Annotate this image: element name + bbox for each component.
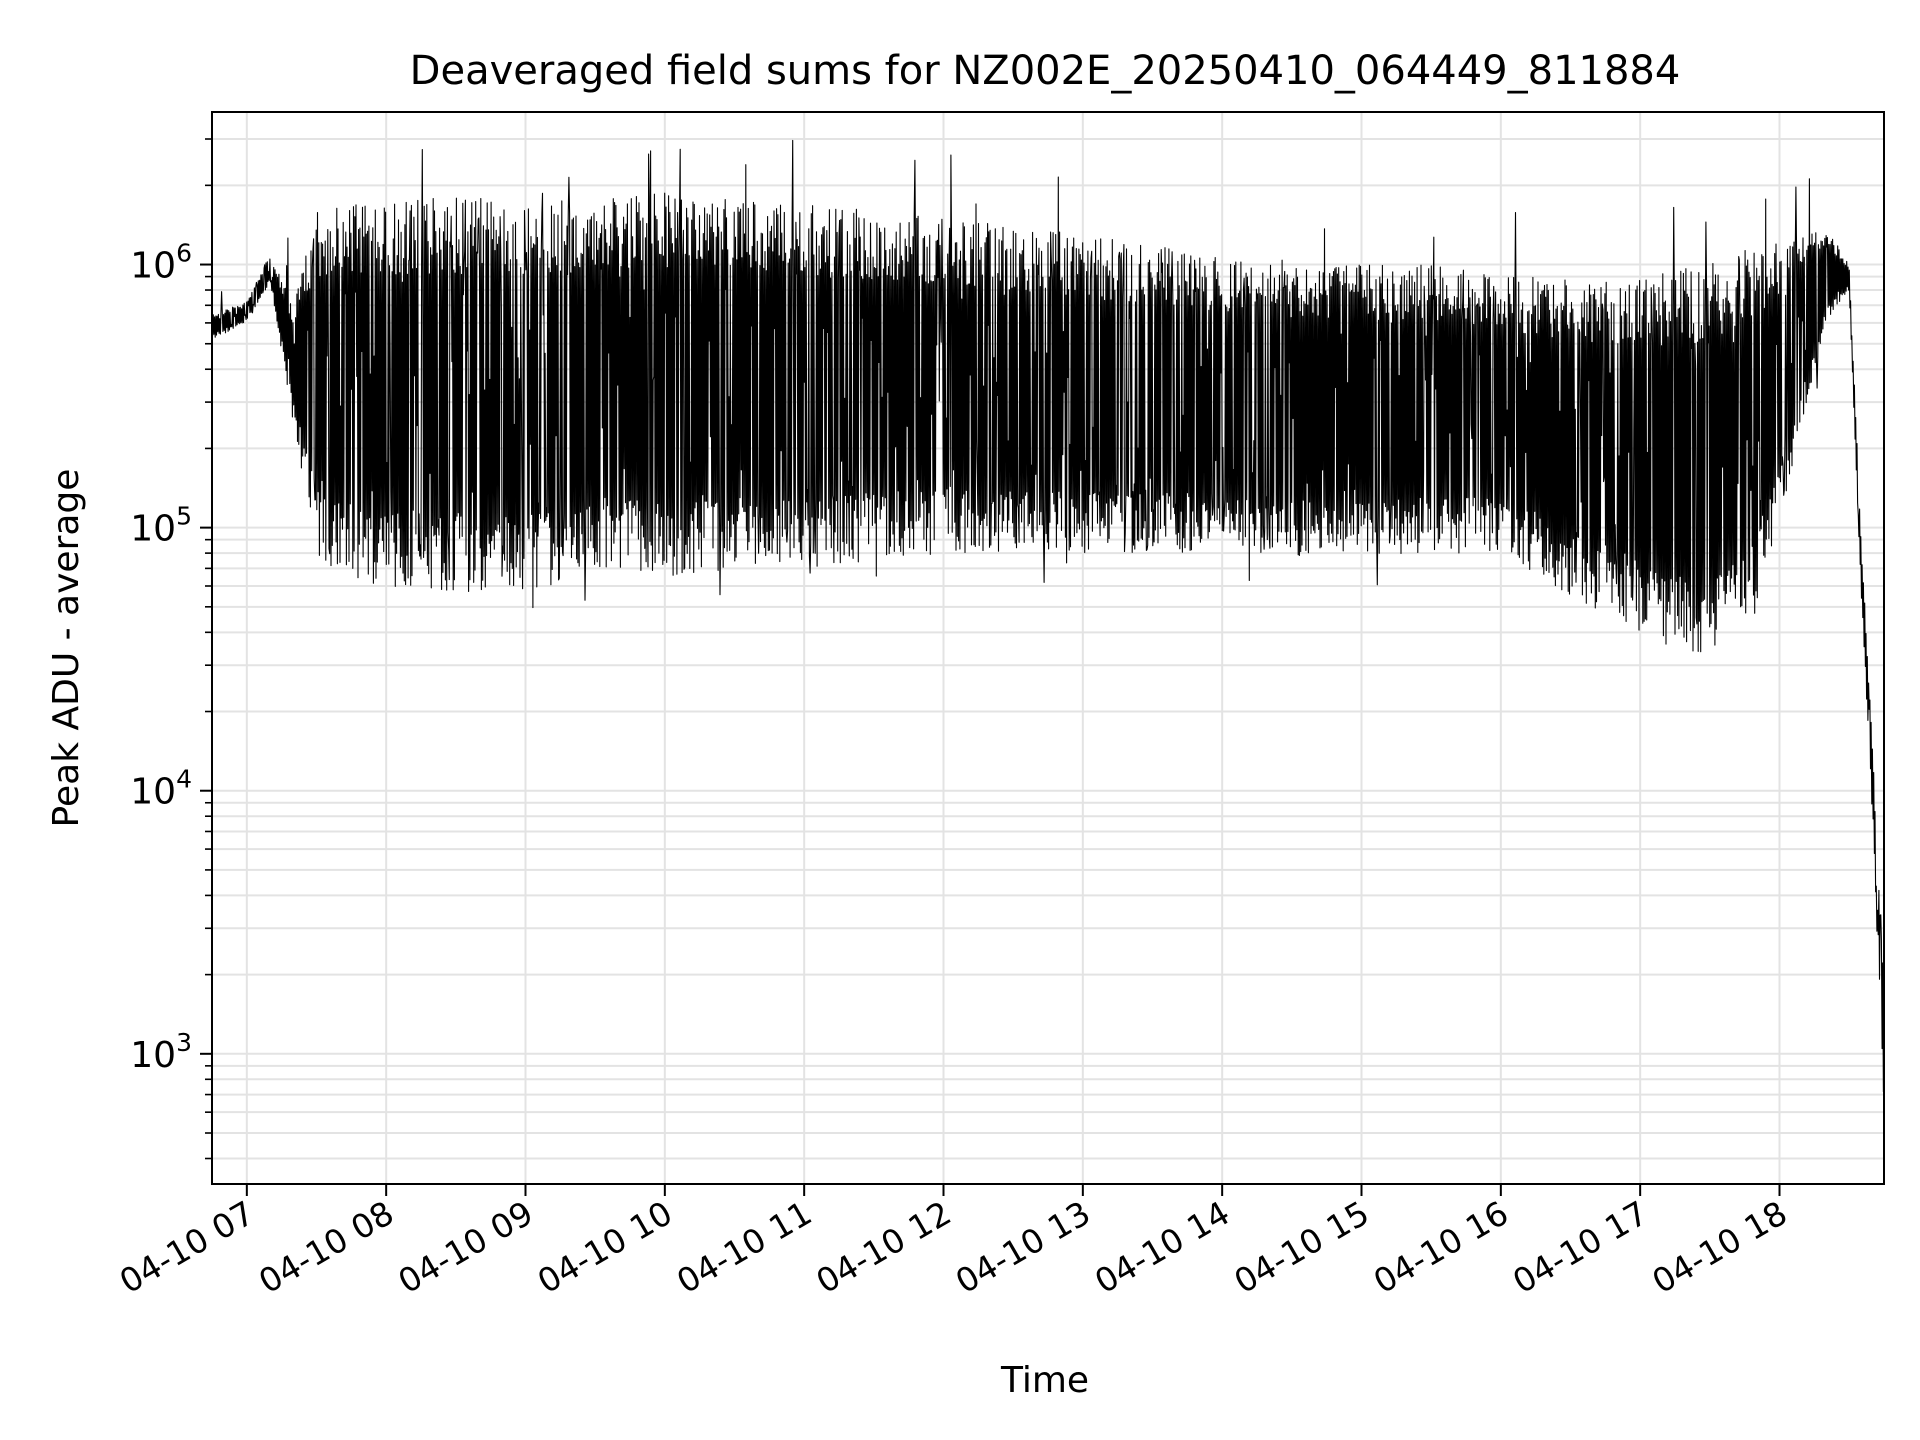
series-line <box>211 139 1885 1093</box>
y-tick-label: 103 <box>130 1028 192 1076</box>
y-tick-label: 105 <box>130 502 192 550</box>
data-series <box>211 139 1885 1093</box>
chart-title: Deaveraged field sums for NZ002E_2025041… <box>410 48 1681 94</box>
x-axis-label: Time <box>1000 1360 1089 1401</box>
y-tick-label: 106 <box>130 239 192 287</box>
plot-frame <box>211 111 1885 1185</box>
y-tick-label: 104 <box>130 765 192 813</box>
y-axis-label: Peak ADU - average <box>46 469 87 828</box>
y-axis: 103 104 105 106 <box>130 138 212 1160</box>
